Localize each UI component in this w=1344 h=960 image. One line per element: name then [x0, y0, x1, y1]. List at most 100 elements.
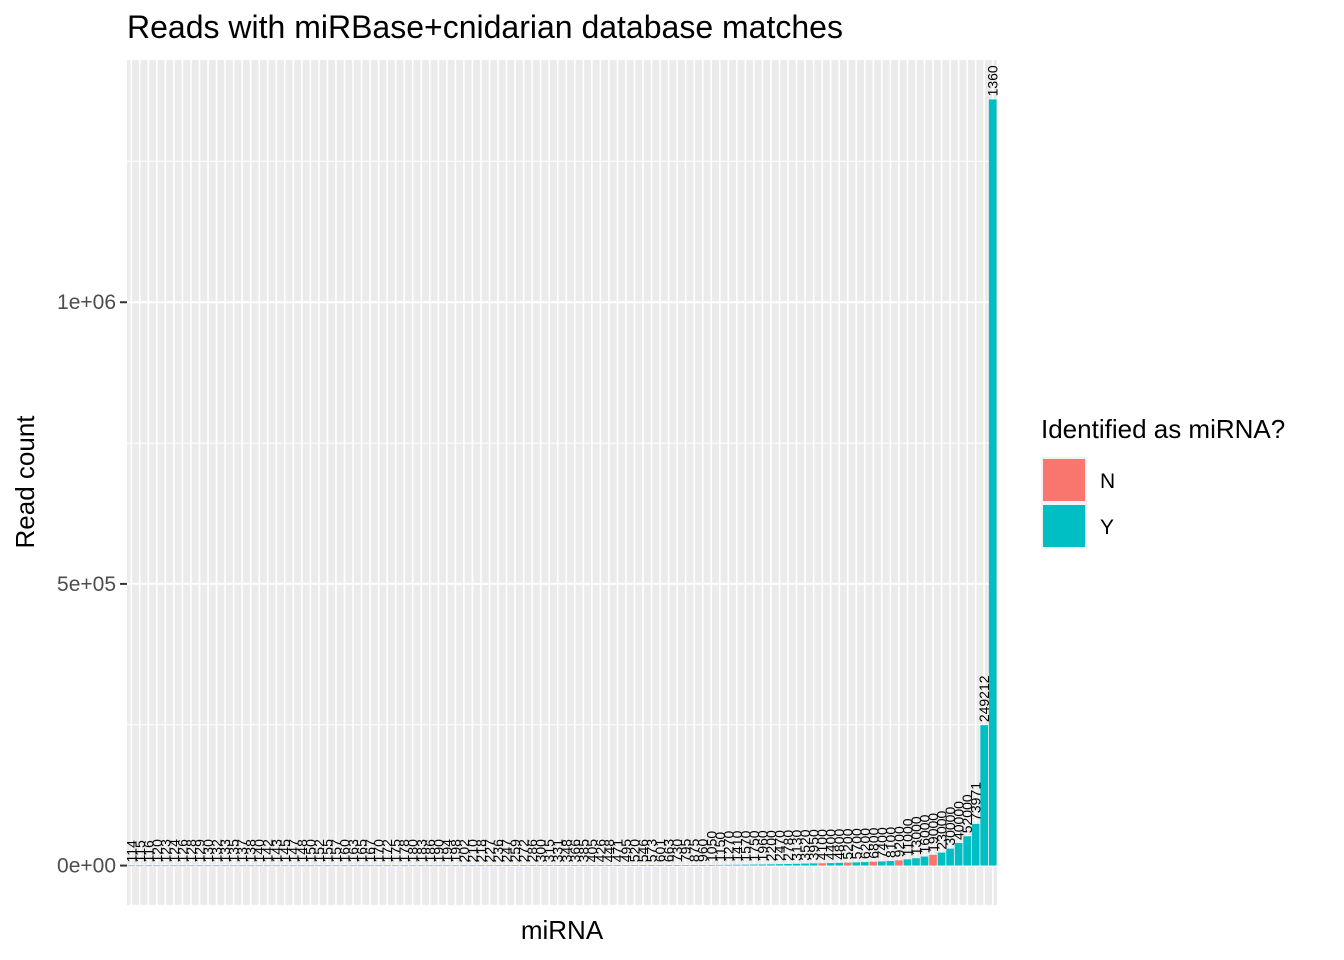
- bar: [144, 865, 153, 867]
- bar: [519, 865, 528, 867]
- bar-label: 160: [337, 839, 353, 863]
- bar: [263, 865, 272, 867]
- bar: [792, 863, 801, 866]
- bar-label: 52000: [959, 794, 975, 833]
- bar-label: 4400: [823, 829, 839, 860]
- bar-label: 315: [541, 839, 557, 863]
- bar-label: 138: [243, 839, 259, 863]
- bar: [332, 865, 340, 867]
- bar: [843, 862, 852, 866]
- bar: [178, 865, 187, 867]
- y-axis-title: Read count: [10, 415, 40, 549]
- bar-label: 130: [200, 839, 216, 863]
- bar: [775, 864, 784, 866]
- bar: [280, 865, 289, 867]
- bar-label: 128: [183, 839, 199, 863]
- bar-label: 163: [345, 839, 361, 863]
- bar-label: 1150: [712, 832, 728, 862]
- bar: [536, 865, 545, 866]
- bar: [698, 865, 707, 866]
- bar-label: 1360: [985, 65, 1001, 96]
- bar-label: 405: [584, 839, 600, 863]
- bar: [238, 865, 246, 867]
- bar: [315, 865, 323, 867]
- bar: [869, 861, 878, 866]
- bar-label: 9200: [891, 826, 907, 857]
- bar-label: 366: [567, 839, 583, 863]
- bar: [656, 865, 664, 866]
- legend-label-y: Y: [1100, 516, 1114, 539]
- bar-label: 40000: [951, 801, 967, 840]
- bar: [212, 865, 221, 867]
- bar: [912, 858, 920, 866]
- bar: [451, 865, 460, 867]
- bar: [758, 864, 767, 866]
- bar-label: 175: [388, 839, 404, 863]
- bar-label: 730: [669, 839, 685, 863]
- bar-label: 2200: [763, 830, 779, 861]
- bar: [596, 865, 605, 866]
- bar: [383, 865, 391, 867]
- bar-label: 157: [328, 839, 344, 863]
- bar: [187, 865, 195, 867]
- grid-minor: [127, 160, 997, 726]
- bar-label: 126: [174, 839, 190, 863]
- bar: [494, 865, 502, 867]
- bar-label: 4100: [814, 829, 830, 860]
- bar-label: 165: [354, 839, 370, 863]
- bar-label: 19000: [925, 813, 941, 852]
- bar: [349, 865, 357, 867]
- bar-label: 116: [140, 840, 156, 863]
- bar-label: 7400: [874, 827, 890, 858]
- bar-label: 247: [499, 839, 515, 863]
- bar: [502, 865, 511, 867]
- bar-label: 286: [524, 839, 540, 863]
- bar-label: 170: [371, 839, 387, 863]
- legend-title: Identified as miRNA?: [1041, 414, 1285, 444]
- bar-label: 448: [601, 839, 617, 863]
- bar-label: 426: [592, 839, 608, 863]
- bar: [357, 865, 366, 867]
- bar: [929, 854, 937, 866]
- bar: [980, 725, 989, 866]
- bar-label: 183: [413, 839, 429, 863]
- bar: [971, 823, 980, 866]
- bar-label: 331: [550, 839, 566, 863]
- bar: [229, 865, 238, 867]
- bar: [946, 848, 954, 866]
- bar: [391, 865, 400, 867]
- bar: [963, 836, 971, 866]
- bar-label: 137: [234, 839, 250, 863]
- bar-label: 2470: [772, 830, 788, 861]
- bar-label: 178: [396, 839, 412, 863]
- bar: [826, 863, 835, 866]
- bar-label: 155: [319, 839, 335, 863]
- bar-label: 202: [456, 839, 472, 863]
- bar: [204, 865, 212, 867]
- bar-label: 960: [695, 838, 711, 862]
- bar: [639, 865, 647, 866]
- bar: [511, 865, 519, 867]
- bar-label: 272: [516, 839, 532, 863]
- bar: [784, 864, 792, 866]
- bars: [127, 99, 997, 867]
- bar: [323, 865, 332, 867]
- bar-label: 190: [430, 839, 446, 863]
- bar: [161, 865, 170, 867]
- bar-label: 194: [439, 839, 455, 863]
- bar: [434, 865, 443, 867]
- bar-label: 124: [166, 839, 182, 863]
- bar: [545, 865, 554, 866]
- bar: [135, 865, 144, 867]
- bar: [588, 865, 596, 866]
- bar-label: 300: [533, 839, 549, 863]
- bar-label: 135: [226, 839, 242, 863]
- bar: [681, 865, 690, 866]
- bar: [673, 865, 681, 866]
- bar: [801, 863, 809, 866]
- bar-label: 129: [192, 839, 208, 863]
- bar-label: 3520: [797, 829, 813, 860]
- bar-label: 73971: [968, 782, 984, 821]
- bar-label: 143: [268, 839, 284, 863]
- bar-label: 1270: [720, 830, 736, 861]
